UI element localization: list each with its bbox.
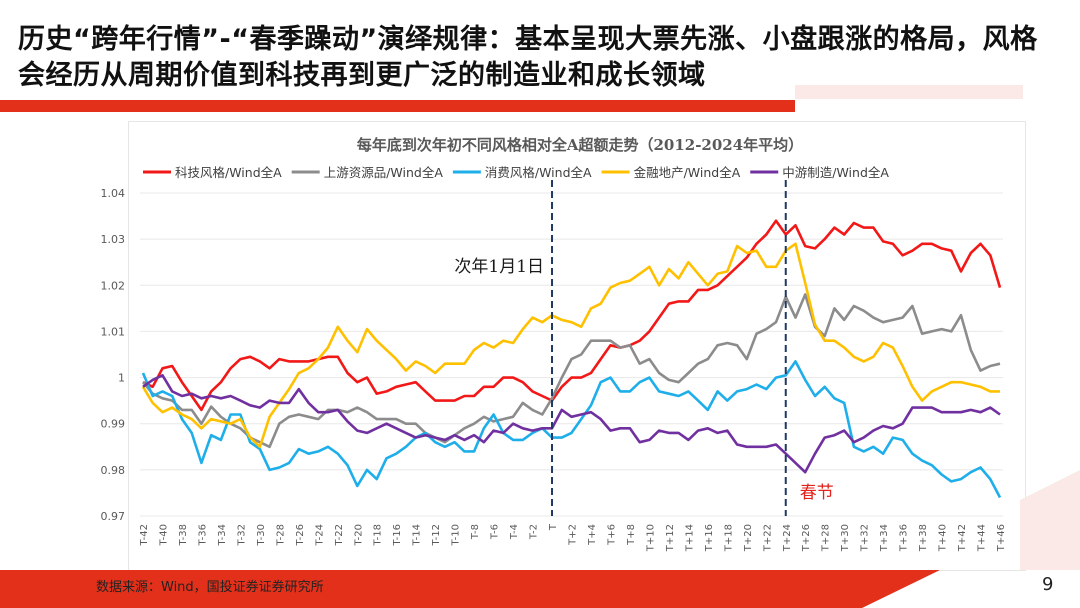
- x-tick-label: T-22: [334, 524, 345, 547]
- legend-label: 科技风格/Wind全A: [175, 165, 282, 180]
- x-tick-label: T-32: [236, 524, 247, 547]
- x-tick-label: T-14: [412, 524, 423, 547]
- x-tick-label: T+38: [918, 524, 929, 552]
- x-tick-label: T+34: [879, 524, 890, 552]
- x-tick-label: T-40: [158, 524, 169, 547]
- y-tick-label: 1.04: [101, 187, 126, 200]
- x-tick-label: T+14: [684, 524, 695, 552]
- x-tick-label: T+6: [606, 524, 617, 546]
- page-number: 9: [1042, 574, 1054, 595]
- x-tick-label: T-6: [490, 524, 501, 540]
- x-tick-label: T+30: [840, 524, 851, 552]
- x-tick-label: T+8: [626, 524, 637, 546]
- x-tick-label: T-42: [139, 524, 150, 547]
- x-tick-label: T-16: [392, 524, 403, 547]
- series-lines: [141, 219, 1002, 499]
- x-tick-label: T-12: [431, 524, 442, 547]
- x-tick-label: T+12: [665, 524, 676, 552]
- header-accent: [795, 85, 1023, 99]
- annotation-new-year: 次年1月1日: [454, 257, 544, 277]
- x-tick-label: T+26: [801, 524, 812, 552]
- x-tick-label: T-26: [295, 524, 306, 547]
- x-tick-label: T: [548, 523, 559, 531]
- footer-red-band: [0, 570, 940, 608]
- x-tick-label: T-8: [470, 524, 481, 540]
- x-tick-label: T+2: [568, 524, 579, 546]
- x-tick-label: T+22: [762, 524, 773, 552]
- y-tick-label: 1: [118, 372, 125, 385]
- x-tick-label: T+10: [645, 524, 656, 552]
- legend: 科技风格/Wind全A 上游资源品/Wind全A 消费风格/Wind全A 金融地产/W…: [143, 165, 889, 180]
- x-tick-label: T+44: [977, 524, 988, 552]
- x-tick-label: T-2: [529, 524, 540, 540]
- x-tick-label: T+16: [704, 524, 715, 552]
- legend-label: 消费风格/Wind全A: [485, 165, 592, 180]
- x-tick-label: T-18: [373, 524, 384, 547]
- event-lines: [551, 180, 787, 516]
- x-tick-label: T-10: [451, 524, 462, 547]
- x-tick-label: T+4: [587, 524, 598, 546]
- x-tick-label: T+42: [957, 524, 968, 552]
- x-tick-label: T+40: [938, 524, 949, 552]
- x-tick-label: T-24: [314, 524, 325, 547]
- x-tick-label: T-38: [178, 524, 189, 547]
- chart-frame: [128, 121, 1026, 571]
- x-axis: T-42 T-40 T-38 T-36 T-34 T-32 T-30 T-28 T-26 T-24…: [139, 523, 1007, 552]
- y-tick-label: 0.97: [101, 510, 126, 523]
- x-tick-label: T-28: [275, 524, 286, 547]
- x-tick-label: T+46: [996, 524, 1007, 552]
- y-tick-label: 1.02: [101, 279, 126, 292]
- y-tick-label: 1.01: [101, 325, 126, 338]
- data-source: 数据来源：Wind，国投证券证券研究所: [96, 580, 324, 595]
- legend-label: 中游制造/Wind全A: [782, 165, 889, 180]
- series-line: [142, 219, 1002, 412]
- x-tick-label: T+24: [782, 524, 793, 552]
- x-tick-label: T+18: [723, 524, 734, 552]
- y-tick-label: 0.99: [101, 418, 126, 431]
- x-tick-label: T-30: [256, 524, 267, 547]
- x-tick-label: T+32: [860, 524, 871, 552]
- legend-label: 金融地产/Wind全A: [634, 165, 741, 180]
- x-tick-label: T+36: [899, 524, 910, 552]
- x-tick-label: T-4: [509, 524, 520, 540]
- x-tick-label: T+28: [821, 524, 832, 552]
- chart-title: 每年底到次年初不同风格相对全A超额走势（2012-2024年平均）: [357, 136, 803, 154]
- series-line: [142, 293, 1001, 449]
- series-line: [142, 373, 1001, 474]
- x-tick-label: T-20: [353, 524, 364, 547]
- x-tick-label: T-36: [197, 524, 208, 547]
- slide-headline: 历史“跨年行情”-“春季躁动”演绎规律：基本呈现大票先涨、小盘跟涨的格局，风格会…: [18, 24, 1038, 91]
- x-tick-label: T-34: [217, 524, 228, 547]
- series-line: [141, 360, 1002, 499]
- series-line: [141, 242, 1000, 449]
- x-tick-label: T+20: [743, 524, 754, 552]
- y-axis: 0.97 0.98 0.99 1 1.01 1.02 1.03 1.04: [101, 187, 126, 523]
- header-red-bar: [0, 100, 795, 112]
- legend-label: 上游资源品/Wind全A: [324, 165, 444, 180]
- annotation-spring-festival: 春节: [800, 483, 834, 503]
- y-tick-label: 1.03: [101, 233, 126, 246]
- y-tick-label: 0.98: [101, 464, 126, 477]
